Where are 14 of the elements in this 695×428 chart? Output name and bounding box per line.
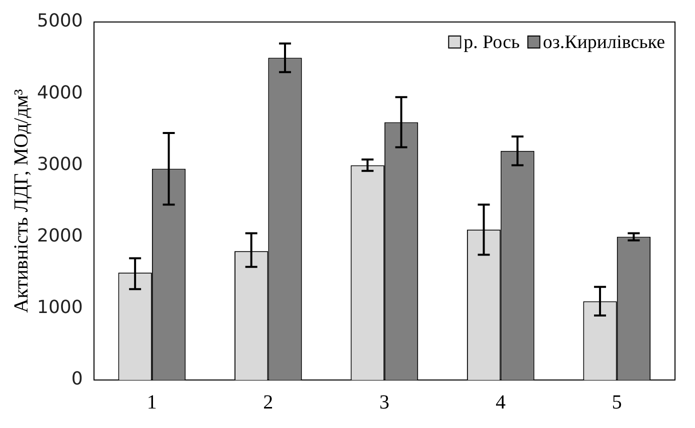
- y-tick-label: 1000: [36, 297, 83, 318]
- legend-label: р. Рось: [464, 32, 520, 53]
- x-tick-label: 3: [379, 391, 390, 414]
- y-axis-title: Активність ЛДГ, МОд/дм³: [10, 89, 32, 313]
- legend-label: оз.Кирилівське: [542, 32, 666, 53]
- x-tick-label: 1: [146, 391, 157, 414]
- x-tick-label: 4: [496, 391, 506, 414]
- x-tick-label: 2: [263, 391, 274, 414]
- y-tick-label: 2000: [36, 225, 83, 246]
- y-tick-label: 0: [71, 368, 83, 390]
- x-tick-label: 5: [612, 391, 622, 414]
- y-tick-label: 3000: [36, 154, 83, 175]
- y-tick-label: 5000: [36, 10, 83, 32]
- y-tick-label: 4000: [36, 82, 83, 104]
